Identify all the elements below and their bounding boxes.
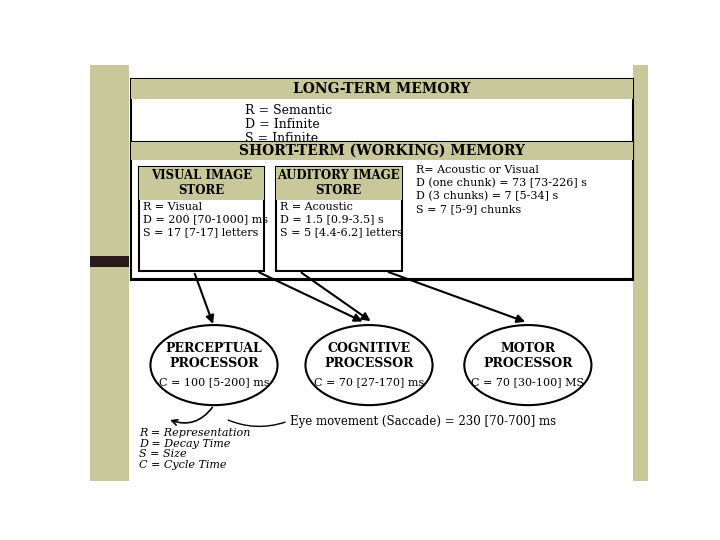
Bar (90, 256, 129, 267)
Bar (632, 65, 648, 481)
Text: S = 17 [7-17] letters: S = 17 [7-17] letters (143, 227, 258, 237)
Text: AUDITORY IMAGE
STORE: AUDITORY IMAGE STORE (277, 170, 400, 198)
Text: D (3 chunks) = 7 [5-34] s: D (3 chunks) = 7 [5-34] s (415, 191, 558, 201)
Text: D (one chunk) = 73 [73-226] s: D (one chunk) = 73 [73-226] s (415, 178, 587, 188)
Text: R = Representation: R = Representation (139, 428, 251, 438)
Text: C = 70 [27-170] ms: C = 70 [27-170] ms (314, 377, 424, 387)
Bar (276, 167, 402, 271)
Text: VISUAL IMAGE
STORE: VISUAL IMAGE STORE (151, 170, 252, 198)
Text: SHORT-TERM (WORKING) MEMORY: SHORT-TERM (WORKING) MEMORY (239, 144, 525, 158)
Bar (276, 167, 402, 200)
Text: R= Acoustic or Visual: R= Acoustic or Visual (415, 165, 539, 174)
Text: S = 7 [5-9] chunks: S = 7 [5-9] chunks (415, 204, 521, 214)
Bar (131, 142, 634, 279)
Text: C = 100 [5-200] ms: C = 100 [5-200] ms (158, 377, 269, 387)
Text: COGNITIVE
PROCESSOR: COGNITIVE PROCESSOR (324, 342, 414, 370)
Text: MOTOR
PROCESSOR: MOTOR PROCESSOR (483, 342, 572, 370)
Ellipse shape (464, 325, 591, 405)
Bar (139, 167, 264, 271)
Bar (131, 79, 634, 280)
Bar (131, 79, 634, 99)
Text: R = Semantic: R = Semantic (245, 105, 332, 118)
Text: D = Decay Time: D = Decay Time (139, 438, 230, 449)
Text: Eye movement (Saccade) = 230 [70-700] ms: Eye movement (Saccade) = 230 [70-700] ms (290, 415, 556, 428)
Text: D = Infinite: D = Infinite (245, 118, 320, 131)
Text: C = 70 [30-100] MS: C = 70 [30-100] MS (472, 377, 585, 387)
Text: S = 5 [4.4-6.2] letters: S = 5 [4.4-6.2] letters (280, 227, 402, 237)
Text: R = Acoustic: R = Acoustic (280, 202, 353, 212)
Text: R = Visual: R = Visual (143, 202, 202, 212)
Bar (131, 142, 634, 160)
Text: S = Infinite: S = Infinite (245, 132, 318, 145)
Ellipse shape (150, 325, 277, 405)
Text: S = Size: S = Size (139, 449, 186, 460)
Text: D = 1.5 [0.9-3.5] s: D = 1.5 [0.9-3.5] s (280, 214, 384, 225)
Text: D = 200 [70-1000] ms: D = 200 [70-1000] ms (143, 214, 268, 225)
Text: PERCEPTUAL
PROCESSOR: PERCEPTUAL PROCESSOR (166, 342, 262, 370)
Text: C = Cycle Time: C = Cycle Time (139, 460, 226, 470)
Text: LONG-TERM MEMORY: LONG-TERM MEMORY (294, 82, 471, 96)
Bar (90, 65, 129, 481)
Bar (139, 167, 264, 200)
Ellipse shape (305, 325, 433, 405)
